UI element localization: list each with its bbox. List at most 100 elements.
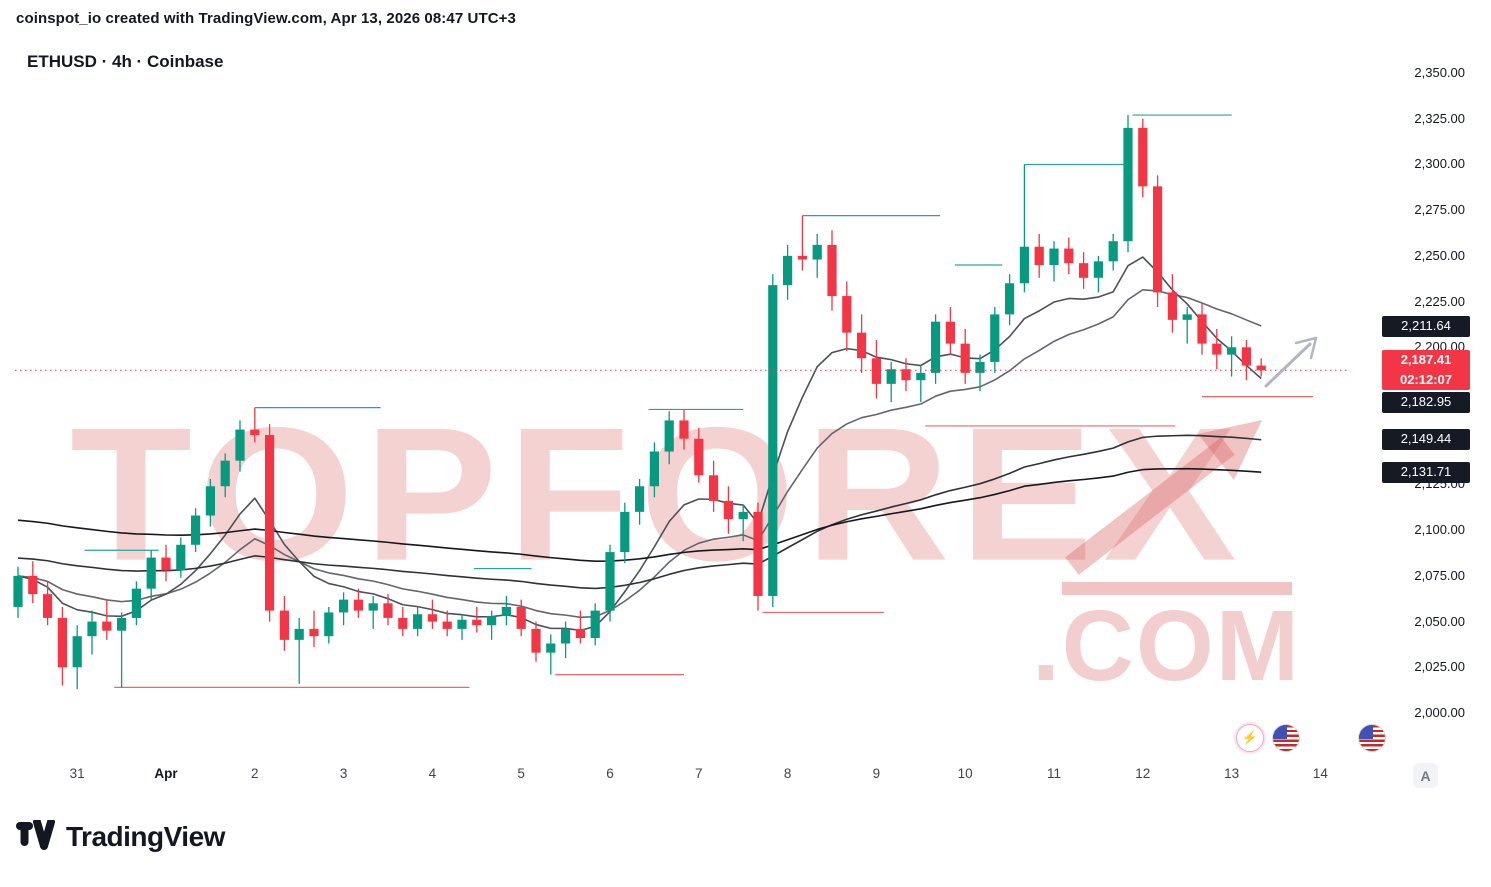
candle[interactable] xyxy=(635,478,645,525)
candle[interactable] xyxy=(131,581,141,626)
candle[interactable] xyxy=(797,215,807,271)
economic-event-icon[interactable]: ⚡ xyxy=(1236,724,1264,752)
ma-line-110[interactable] xyxy=(17,467,1262,563)
candle[interactable] xyxy=(990,307,1000,373)
candle[interactable] xyxy=(117,612,127,688)
candle[interactable] xyxy=(398,606,408,637)
candle[interactable] xyxy=(87,610,97,655)
candle[interactable] xyxy=(1227,336,1237,377)
candle[interactable] xyxy=(916,365,926,403)
candle[interactable] xyxy=(901,358,911,392)
candle[interactable] xyxy=(531,621,541,662)
candles-layer[interactable] xyxy=(13,115,1266,690)
ma-line-20[interactable] xyxy=(17,288,1262,619)
candle[interactable] xyxy=(472,606,482,633)
tradingview-brand-text[interactable]: TradingView xyxy=(66,821,225,852)
candle[interactable] xyxy=(442,610,452,637)
candle[interactable] xyxy=(516,599,526,637)
candle[interactable] xyxy=(220,453,230,498)
candle[interactable] xyxy=(561,621,571,659)
candle[interactable] xyxy=(161,544,171,582)
candle[interactable] xyxy=(1212,329,1222,370)
candle[interactable] xyxy=(753,502,763,611)
auto-scale-button[interactable]: A xyxy=(1413,763,1438,788)
candle[interactable] xyxy=(279,595,289,651)
candle[interactable] xyxy=(43,581,53,626)
candle[interactable] xyxy=(1019,164,1029,293)
tradingview-logo-icon[interactable] xyxy=(16,820,56,854)
candle[interactable] xyxy=(1064,237,1074,275)
candle[interactable] xyxy=(309,610,319,648)
candle[interactable] xyxy=(945,307,955,355)
candle[interactable] xyxy=(235,420,245,472)
candle[interactable] xyxy=(324,606,334,644)
candle[interactable] xyxy=(1197,303,1207,355)
candle[interactable] xyxy=(575,610,585,644)
candle[interactable] xyxy=(383,594,393,626)
candle[interactable] xyxy=(1079,252,1089,289)
candle[interactable] xyxy=(783,244,793,300)
candle[interactable] xyxy=(1034,233,1044,278)
candle[interactable] xyxy=(1256,358,1266,377)
candle[interactable] xyxy=(857,314,867,373)
candle[interactable] xyxy=(102,599,112,640)
candle[interactable] xyxy=(265,424,275,622)
candle[interactable] xyxy=(1108,233,1118,271)
ma-line-9[interactable] xyxy=(17,256,1262,632)
candle[interactable] xyxy=(487,610,497,640)
candle[interactable] xyxy=(176,537,186,578)
price-axis[interactable]: 2,350.00 2,325.00 2,300.00 2,275.00 2,250.00… xyxy=(1348,0,1491,887)
candle[interactable] xyxy=(294,617,304,684)
candle[interactable] xyxy=(1123,115,1133,253)
candle[interactable] xyxy=(457,614,467,640)
candle[interactable] xyxy=(1241,339,1251,381)
candle[interactable] xyxy=(620,502,630,564)
candle[interactable] xyxy=(368,595,378,629)
candle[interactable] xyxy=(413,606,423,637)
candle[interactable] xyxy=(960,329,970,384)
candle[interactable] xyxy=(546,634,556,675)
time-axis[interactable]: 31 Apr 2 3 4 5 6 7 8 9 10 11 12 13 14 xyxy=(0,758,1348,794)
candle[interactable] xyxy=(1005,274,1015,326)
candle[interactable] xyxy=(72,625,82,690)
candle[interactable] xyxy=(146,550,156,600)
candle[interactable] xyxy=(664,411,674,465)
us-flag-icon[interactable] xyxy=(1272,724,1300,752)
candle[interactable] xyxy=(709,460,719,512)
candle[interactable] xyxy=(57,606,67,686)
candle[interactable] xyxy=(694,427,704,483)
candle[interactable] xyxy=(191,508,201,553)
candle[interactable] xyxy=(1049,241,1059,282)
candle[interactable] xyxy=(1093,255,1103,293)
candle[interactable] xyxy=(1153,175,1163,308)
us-flag-icon[interactable] xyxy=(1358,724,1386,752)
candle[interactable] xyxy=(871,339,881,399)
candle[interactable] xyxy=(339,592,349,626)
candle[interactable] xyxy=(1138,118,1148,198)
candle[interactable] xyxy=(842,281,852,351)
candle[interactable] xyxy=(812,233,822,278)
candle[interactable] xyxy=(886,361,896,403)
candle[interactable] xyxy=(13,566,23,618)
trend-up-arrow-drawing[interactable] xyxy=(1264,336,1318,388)
ma-line-70[interactable] xyxy=(17,434,1262,590)
candle[interactable] xyxy=(649,442,659,498)
candle[interactable] xyxy=(768,274,778,607)
candle[interactable] xyxy=(827,230,837,311)
candle[interactable] xyxy=(738,504,748,542)
candle[interactable] xyxy=(250,407,260,443)
candle[interactable] xyxy=(679,409,689,450)
candle[interactable] xyxy=(205,478,215,527)
candle[interactable] xyxy=(975,354,985,392)
candle[interactable] xyxy=(723,486,733,534)
candle[interactable] xyxy=(1182,307,1192,344)
candle[interactable] xyxy=(28,561,38,604)
candle[interactable] xyxy=(501,595,511,626)
candle[interactable] xyxy=(931,314,941,384)
candle[interactable] xyxy=(427,599,437,629)
candle[interactable] xyxy=(590,603,600,646)
candle[interactable] xyxy=(353,588,363,618)
candle[interactable] xyxy=(605,544,615,622)
candle[interactable] xyxy=(1167,274,1177,333)
